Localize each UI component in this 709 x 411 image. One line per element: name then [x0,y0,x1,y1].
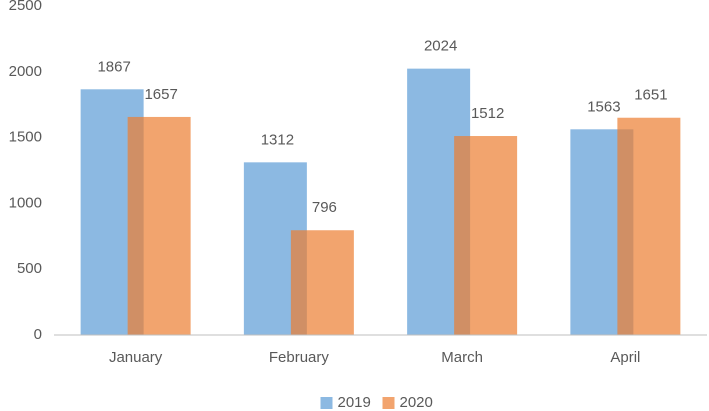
bar [617,117,681,336]
value-label: 1867 [97,58,130,75]
y-tick-label: 2500 [9,0,42,14]
value-label: 1563 [587,98,620,115]
y-tick-label: 1000 [9,194,42,211]
legend-swatch [382,397,395,409]
legend-label: 2020 [400,394,433,411]
x-tick-label: February [269,349,330,366]
bar [127,116,191,335]
value-label: 1312 [261,131,294,148]
y-tick-label: 500 [17,260,42,277]
legend-label: 2019 [338,394,371,411]
bar [454,136,518,335]
y-tick-label: 2000 [9,63,42,80]
value-label: 2024 [424,38,457,55]
value-label: 1651 [634,87,667,104]
value-label: 1657 [144,86,177,103]
x-tick-label: March [441,349,483,366]
legend-swatch [320,397,333,409]
x-tick-label: April [610,349,640,366]
value-label: 796 [312,199,337,216]
value-label: 1512 [471,105,504,122]
y-tick-label: 1500 [9,129,42,146]
x-tick-label: January [109,349,163,366]
y-tick-label: 0 [34,326,42,343]
bar [290,230,354,335]
